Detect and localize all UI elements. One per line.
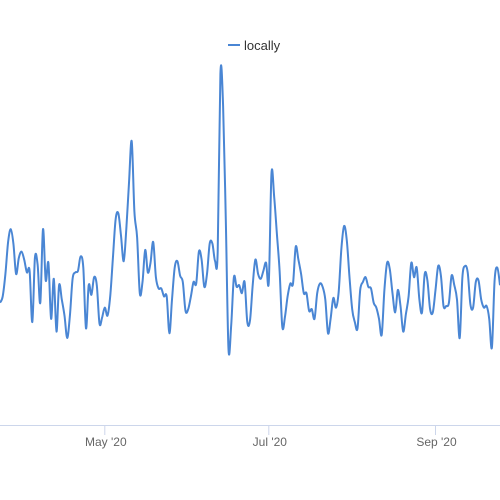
x-axis: May '20 Jul '20 Sep '20 [85,425,457,449]
x-tick-label: May '20 [85,435,127,449]
x-tick-label: Jul '20 [253,435,288,449]
x-tick-label: Sep '20 [416,435,457,449]
legend-label: locally [244,38,281,53]
plot-area [0,64,500,356]
series-line-locally[interactable] [0,64,500,356]
legend[interactable]: locally [228,38,281,53]
